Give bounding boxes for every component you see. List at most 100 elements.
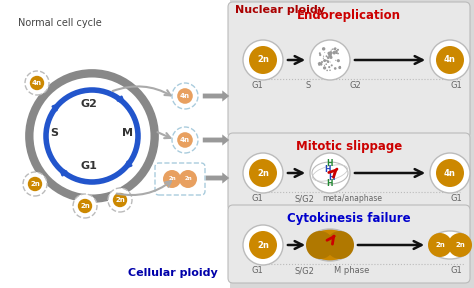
Text: G1: G1 — [251, 266, 263, 275]
Circle shape — [163, 170, 181, 188]
Text: 2n: 2n — [257, 240, 269, 249]
FancyBboxPatch shape — [228, 205, 470, 283]
FancyArrowPatch shape — [60, 169, 66, 175]
Circle shape — [249, 159, 277, 187]
Ellipse shape — [307, 229, 353, 261]
Text: Cytokinesis failure: Cytokinesis failure — [287, 212, 411, 225]
Circle shape — [73, 194, 97, 218]
Circle shape — [34, 77, 151, 194]
Text: S/G2: S/G2 — [294, 266, 314, 275]
Circle shape — [338, 66, 341, 69]
Circle shape — [333, 52, 335, 54]
Circle shape — [335, 51, 336, 52]
Circle shape — [249, 231, 277, 259]
Text: Cellular ploidy: Cellular ploidy — [128, 268, 218, 278]
Text: 2n: 2n — [168, 177, 176, 181]
Circle shape — [78, 199, 92, 213]
Circle shape — [327, 56, 330, 59]
Text: H: H — [327, 160, 333, 168]
Circle shape — [324, 52, 325, 53]
Text: H: H — [329, 173, 335, 181]
Text: G2: G2 — [81, 99, 98, 109]
Text: 2n: 2n — [455, 242, 465, 248]
FancyArrowPatch shape — [118, 97, 124, 103]
Text: S: S — [305, 81, 310, 90]
Circle shape — [108, 188, 132, 212]
Circle shape — [172, 83, 198, 109]
Circle shape — [331, 64, 333, 67]
Text: 4n: 4n — [180, 93, 190, 99]
Circle shape — [329, 69, 331, 71]
Circle shape — [333, 48, 336, 50]
Circle shape — [329, 56, 333, 59]
Circle shape — [323, 59, 326, 62]
Circle shape — [310, 40, 350, 80]
Circle shape — [321, 61, 323, 63]
Text: G1: G1 — [450, 266, 462, 275]
Ellipse shape — [429, 231, 471, 259]
Circle shape — [339, 66, 341, 68]
Circle shape — [319, 54, 321, 56]
Circle shape — [243, 225, 283, 265]
Circle shape — [436, 46, 464, 74]
Text: H: H — [327, 179, 333, 187]
Text: 4n: 4n — [444, 168, 456, 177]
Circle shape — [243, 40, 283, 80]
Circle shape — [334, 67, 337, 70]
Text: M phase: M phase — [334, 266, 370, 275]
Circle shape — [337, 53, 339, 54]
Circle shape — [428, 233, 452, 257]
FancyBboxPatch shape — [0, 0, 230, 288]
Circle shape — [324, 65, 325, 66]
FancyBboxPatch shape — [178, 0, 474, 288]
Circle shape — [249, 46, 277, 74]
Circle shape — [326, 231, 354, 259]
FancyArrowPatch shape — [53, 104, 59, 110]
Circle shape — [332, 48, 333, 50]
Circle shape — [323, 66, 326, 70]
Circle shape — [448, 233, 472, 257]
Circle shape — [320, 63, 322, 65]
Circle shape — [339, 66, 341, 68]
Circle shape — [320, 64, 322, 66]
Circle shape — [329, 54, 332, 56]
Text: G1: G1 — [251, 81, 263, 90]
Circle shape — [335, 60, 337, 61]
Text: 2n: 2n — [435, 242, 445, 248]
Circle shape — [334, 47, 337, 50]
Circle shape — [172, 127, 198, 153]
Circle shape — [30, 76, 44, 90]
Text: 2n: 2n — [115, 197, 125, 203]
Text: G1: G1 — [450, 194, 462, 203]
Text: 4n: 4n — [32, 80, 42, 86]
Circle shape — [326, 55, 328, 57]
FancyBboxPatch shape — [185, 0, 474, 288]
FancyBboxPatch shape — [155, 163, 205, 195]
Circle shape — [177, 88, 193, 104]
Text: G1: G1 — [450, 81, 462, 90]
Text: Endoreplication: Endoreplication — [297, 9, 401, 22]
Circle shape — [179, 170, 197, 188]
Circle shape — [336, 52, 338, 54]
Circle shape — [326, 70, 328, 71]
Circle shape — [322, 47, 325, 51]
FancyBboxPatch shape — [228, 133, 470, 211]
Circle shape — [337, 49, 339, 51]
Circle shape — [328, 66, 330, 68]
Circle shape — [177, 132, 193, 148]
Circle shape — [430, 40, 470, 80]
Circle shape — [23, 172, 47, 196]
Text: 4n: 4n — [444, 56, 456, 65]
Text: 2n: 2n — [80, 203, 90, 209]
Circle shape — [28, 177, 42, 191]
Text: 2n: 2n — [30, 181, 40, 187]
Circle shape — [306, 231, 334, 259]
Text: Normal cell cycle: Normal cell cycle — [18, 18, 102, 28]
Circle shape — [328, 54, 331, 57]
Circle shape — [243, 153, 283, 193]
Circle shape — [436, 159, 464, 187]
Circle shape — [327, 60, 329, 63]
Circle shape — [319, 52, 321, 54]
Text: G1: G1 — [251, 194, 263, 203]
Circle shape — [335, 50, 338, 52]
